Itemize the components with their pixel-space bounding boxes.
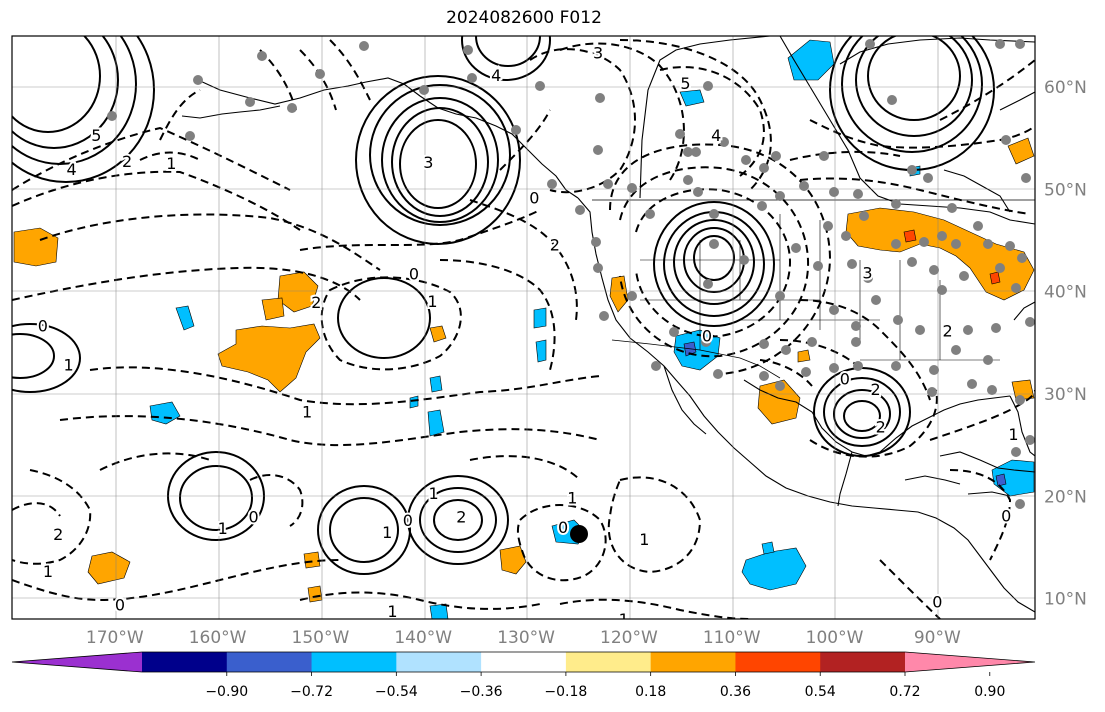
contour-label: 0 — [403, 511, 413, 530]
contour-label: 0 — [115, 596, 125, 615]
map-gridlines — [12, 36, 1035, 619]
map-frame — [11, 35, 1036, 620]
contour-label: 1 — [63, 355, 73, 374]
colorbar-tick-label: 0.90 — [974, 684, 1005, 700]
lon-tick-label: 120°W — [600, 628, 658, 648]
contour-label: 5 — [680, 74, 690, 93]
contour-label: 3 — [862, 263, 872, 282]
contour-label: 4 — [67, 160, 77, 179]
contour-label: 1 — [302, 402, 312, 421]
contour-label: 1 — [428, 484, 438, 503]
colorbar-segment — [311, 652, 397, 672]
colorbar-segment — [142, 652, 228, 672]
lat-tick-label: 20°N — [1044, 487, 1087, 507]
contour-label: 4 — [491, 66, 501, 85]
center-marker — [570, 525, 588, 543]
contour-label: 0 — [409, 264, 419, 283]
contour-label: 0 — [702, 327, 712, 346]
colorbar-tick-label: −0.90 — [205, 684, 248, 700]
colorbar-tick-label: 0.72 — [889, 684, 920, 700]
colorbar-tick-label: −0.36 — [460, 684, 503, 700]
contour-label: 1 — [639, 530, 649, 549]
lon-tick-label: 170°W — [86, 628, 144, 648]
contour-label: 1 — [567, 488, 577, 507]
contour-label: 1 — [1008, 425, 1018, 444]
contour-label: 1 — [218, 519, 228, 538]
colorbar-segment — [396, 652, 482, 672]
colorbar-segment — [820, 652, 906, 672]
colorbar-extend-low — [12, 652, 142, 672]
lat-tick-label: 60°N — [1044, 78, 1087, 98]
colorbar — [11, 651, 1036, 673]
coastline-layer — [181, 36, 1035, 613]
colorbar-segment — [226, 652, 313, 672]
contour-label: 2 — [876, 418, 886, 437]
lon-tick-label: 100°W — [806, 628, 864, 648]
lat-tick-labels: 60°N 50°N 40°N 30°N 20°N 10°N — [1044, 78, 1087, 609]
contour-label: 0 — [840, 370, 850, 389]
lat-tick-label: 10°N — [1044, 590, 1087, 610]
lon-tick-label: 110°W — [703, 628, 761, 648]
lon-tick-label: 160°W — [189, 628, 247, 648]
colorbar-segment — [565, 652, 652, 672]
contour-label: 2 — [311, 293, 321, 312]
contour-label: 1 — [382, 523, 392, 542]
map-title: 2024082600 F012 — [446, 8, 602, 28]
contour-label: 0 — [38, 316, 48, 335]
contour-label: 0 — [1001, 507, 1011, 526]
contour-label: 5 — [91, 126, 101, 145]
contour-label: 2 — [456, 508, 466, 527]
station-markers — [107, 39, 1035, 509]
lon-tick-label: 90°W — [914, 628, 961, 648]
contour-label: 1 — [619, 610, 629, 629]
contour-label: 3 — [423, 153, 433, 172]
colorbar-tick-labels: −0.90 −0.72 −0.54 −0.36 −0.18 0.18 0.36 0.54 0.7… — [205, 672, 1005, 700]
lat-tick-label: 30°N — [1044, 385, 1087, 405]
contour-label: 0 — [932, 593, 942, 612]
lon-tick-label: 140°W — [394, 628, 452, 648]
colorbar-segment — [735, 652, 821, 672]
map-background — [12, 36, 1035, 619]
contour-label: 1 — [166, 154, 176, 173]
lon-tick-labels: 170°W 160°W 150°W 140°W 130°W 120°W 110°W 100°W… — [86, 628, 961, 648]
lon-tick-label: 150°W — [292, 628, 350, 648]
contour-label: 1 — [43, 562, 53, 581]
contour-label: 1 — [427, 292, 437, 311]
colorbar-tick-label: −0.72 — [290, 684, 333, 700]
contour-label: 0 — [529, 189, 539, 208]
contour-label: 0 — [249, 508, 259, 527]
colorbar-extend-high — [905, 652, 1035, 672]
contour-label: 4 — [711, 126, 721, 145]
contour-label: 0 — [558, 518, 568, 537]
colorbar-segment — [481, 652, 567, 672]
contour-label: 2 — [871, 380, 881, 399]
colorbar-tick-label: 0.54 — [805, 684, 836, 700]
colorbar-segment — [650, 652, 736, 672]
lat-tick-label: 40°N — [1044, 283, 1087, 303]
colorbar-outline — [11, 651, 1036, 673]
contour-label: 3 — [593, 43, 603, 62]
contour-label: 2 — [53, 525, 63, 544]
colorbar-tick-label: 0.18 — [635, 684, 666, 700]
lon-tick-label: 130°W — [497, 628, 555, 648]
colorbar-tick-label: 0.36 — [720, 684, 751, 700]
contour-label: 2 — [122, 152, 132, 171]
colorbar-tick-label: −0.54 — [375, 684, 418, 700]
contour-label: 2 — [550, 236, 560, 255]
contour-label: 2 — [943, 322, 953, 341]
contour-label: 1 — [387, 602, 397, 621]
colorbar-tick-label: −0.18 — [544, 684, 587, 700]
lat-tick-label: 50°N — [1044, 180, 1087, 200]
